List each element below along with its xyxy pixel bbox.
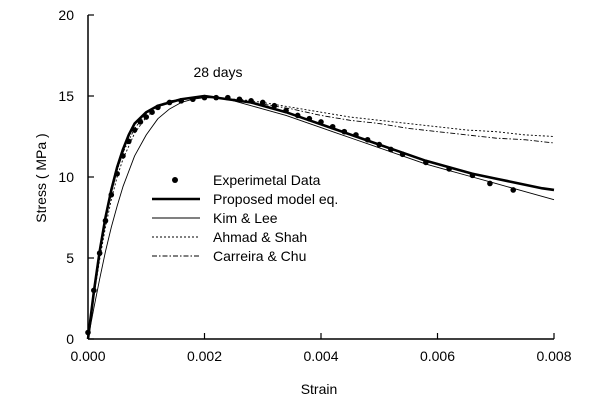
legend-label-carreira-chu: Carreira & Chu — [213, 248, 306, 264]
annotation-28-days: 28 days — [193, 64, 242, 80]
legend-marker-experimetal-data — [172, 177, 178, 183]
y-tick-label: 0 — [66, 331, 74, 347]
y-tick-label: 10 — [58, 169, 74, 185]
series-line-carreira-chu — [87, 97, 555, 340]
series-line-proposed-model-eq — [86, 94, 555, 340]
legend: Experimetal Data Proposed model eq. Kim & … — [152, 172, 338, 264]
series-layer — [85, 94, 555, 340]
legend-label-ahmad-shah: Ahmad & Shah — [213, 229, 307, 245]
y-tick-label: 15 — [58, 88, 74, 104]
legend-label-proposed-model-eq: Proposed model eq. — [213, 191, 338, 207]
x-tick-label: 0.000 — [70, 348, 105, 364]
x-axis-title: Strain — [301, 381, 338, 397]
y-axis-title: Stress ( MPa ) — [33, 133, 49, 222]
series-experimetal-data — [85, 94, 517, 336]
legend-label-kim-lee: Kim & Lee — [213, 210, 278, 226]
x-tick-label: 0.008 — [536, 348, 571, 364]
x-tick-label: 0.002 — [187, 348, 222, 364]
ticks: 0.000 0.002 0.004 0.006 0.008 0 5 10 15 20 — [58, 7, 571, 364]
x-tick-label: 0.004 — [303, 348, 338, 364]
y-tick-label: 20 — [58, 7, 74, 23]
x-tick-label: 0.006 — [420, 348, 455, 364]
legend-label-experimetal-data: Experimetal Data — [213, 172, 321, 188]
y-tick-label: 5 — [66, 250, 74, 266]
series-line-ahmad-shah — [87, 97, 555, 340]
series-line-kim-lee — [87, 97, 555, 340]
